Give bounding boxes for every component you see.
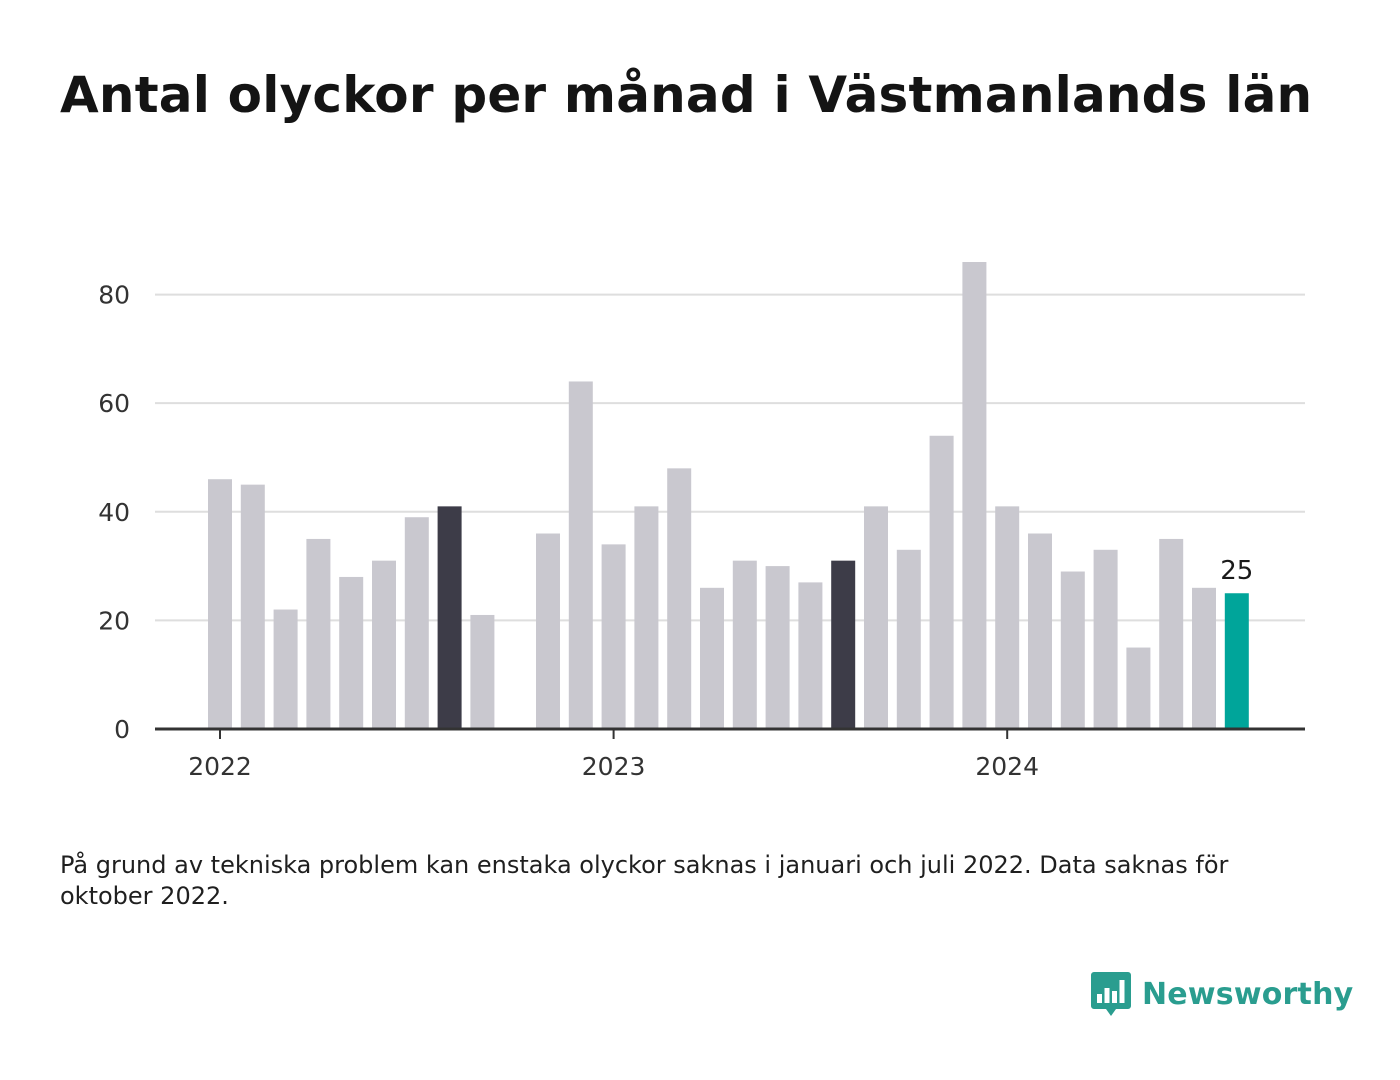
brand-logo[interactable]: Newsworthy (1090, 970, 1353, 1018)
footnote: På grund av tekniska problem kan enstaka… (60, 851, 1229, 910)
bar-2024-01 (995, 506, 1020, 729)
bar-2023-10 (896, 549, 921, 729)
bar-2023-07 (798, 582, 823, 729)
bar-2022-02 (240, 484, 265, 729)
bar-2022-12 (568, 381, 593, 729)
bar-2024-04 (1093, 549, 1118, 729)
bar-2023-01 (601, 544, 626, 729)
bar-2023-08 (831, 560, 856, 729)
bar-2023-09 (864, 506, 888, 729)
x-tick-label: 2023 (582, 752, 646, 781)
data-label-2024-08: 25 (1220, 556, 1253, 586)
bar-2022-07 (404, 517, 429, 729)
bar-2022-01 (208, 479, 232, 729)
bar-2022-06 (372, 560, 396, 729)
y-tick-label: 20 (98, 606, 130, 635)
x-tick-label: 2022 (188, 752, 252, 781)
bar-2023-12 (962, 262, 987, 729)
bar-2024-06 (1159, 538, 1184, 729)
bar-chart-badge-icon (1091, 972, 1131, 1016)
bar-2023-11 (929, 435, 954, 729)
y-tick-label: 80 (98, 281, 130, 310)
x-tick-label: 2024 (975, 752, 1039, 781)
bar-2022-09 (470, 614, 495, 729)
brand-name: Newsworthy (1142, 976, 1354, 1012)
bar-2023-06 (765, 566, 790, 729)
bar-2022-03 (273, 609, 298, 729)
y-tick-label: 60 (98, 389, 130, 418)
axes (155, 727, 1305, 739)
bar-2023-03 (667, 468, 692, 729)
bar-2024-02 (1028, 533, 1052, 729)
bar-2023-05 (732, 560, 757, 729)
bars (208, 262, 1249, 729)
bar-2023-02 (634, 506, 659, 729)
y-tick-label: 0 (114, 715, 130, 744)
bar-2022-08 (437, 506, 462, 729)
bar-2024-07 (1192, 587, 1216, 729)
bar-2024-03 (1060, 571, 1085, 729)
labels: 0 20 40 60 80 2022 2023 2024 25 (98, 281, 1253, 781)
bar-2023-04 (700, 587, 724, 729)
y-tick-label: 40 (98, 498, 130, 527)
bar-2024-05 (1126, 647, 1151, 729)
bar-2022-11 (536, 533, 560, 729)
chart-title: Antal olyckor per månad i Västmanlands l… (60, 66, 1313, 124)
bar-2022-05 (339, 576, 364, 729)
bar-2024-08 (1224, 593, 1249, 729)
bar-2022-04 (306, 538, 331, 729)
